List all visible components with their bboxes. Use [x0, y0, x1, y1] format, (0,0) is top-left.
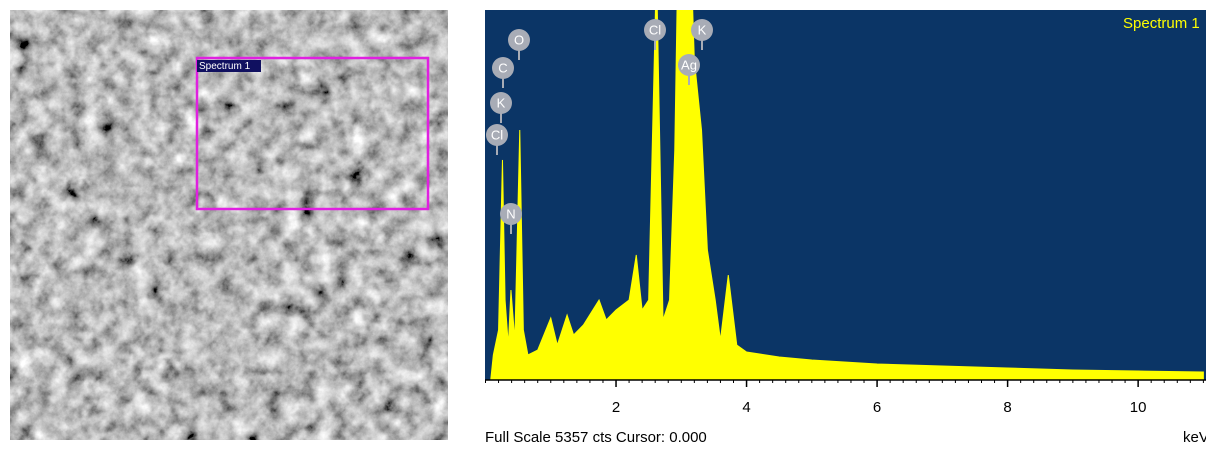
annotation-label: N [506, 206, 515, 221]
sem-image [10, 10, 448, 440]
annotation-marker [644, 19, 666, 41]
region-label: Spectrum 1 [199, 61, 251, 72]
annotation-marker [490, 92, 512, 114]
annotation-label: Cl [491, 127, 503, 142]
annotation-marker [500, 203, 522, 225]
footer: Full Scale 5357 cts Cursor: 0.000 [485, 429, 707, 446]
x-tick-label: 4 [742, 399, 750, 416]
x-tick-label: 10 [1130, 399, 1147, 416]
region-label-bg [197, 60, 261, 72]
region-box [195, 56, 430, 211]
annotation-marker [691, 19, 713, 41]
annotation-label: Ag [681, 57, 697, 72]
annotation-marker [508, 29, 530, 51]
x-tick-label: 8 [1003, 399, 1011, 416]
x-tick-label: 6 [873, 399, 881, 416]
annotation-label: K [698, 22, 707, 37]
chart-title: Spectrum 1 [1123, 15, 1200, 32]
annotation-marker [678, 54, 700, 76]
annotation-marker [486, 124, 508, 146]
spectrum-area [490, 10, 1204, 380]
annotation-label: O [514, 32, 524, 47]
plot-area: OC K Cl N Cl K Ag [485, 10, 1206, 380]
annotation-label: C [498, 60, 507, 75]
x-tick-label: 2 [612, 399, 620, 416]
annotation-label: K [497, 95, 506, 110]
annotation-marker [492, 57, 514, 79]
annotation-label: Cl [649, 22, 661, 37]
x-axis-label: keV [1183, 429, 1206, 446]
